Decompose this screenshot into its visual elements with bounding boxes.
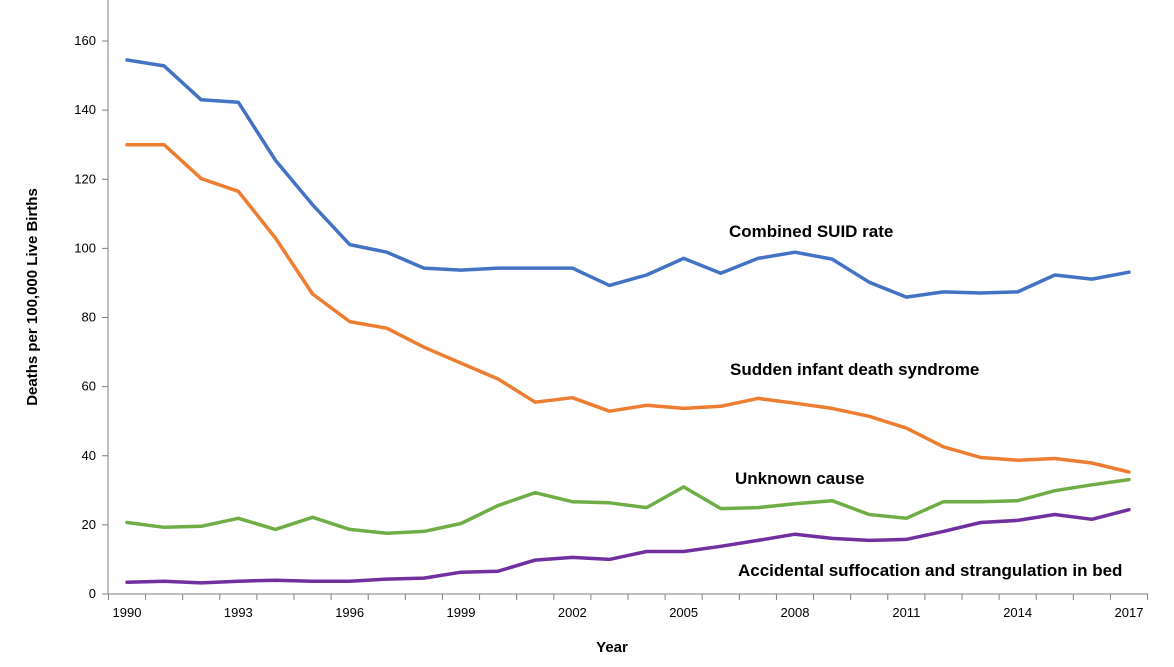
series-lines [125, 58, 1131, 585]
y-tick-label: 40 [82, 448, 96, 463]
y-tick-label: 80 [82, 310, 96, 325]
series-label-accidental-suffocation-and-strangulation-in-bed: Accidental suffocation and strangulation… [738, 561, 1122, 580]
x-tick-label: 2008 [781, 605, 810, 620]
x-tick-label: 2017 [1115, 605, 1144, 620]
x-tick-label: 1999 [447, 605, 476, 620]
y-tick-label: 0 [89, 586, 96, 601]
y-tick-label: 160 [74, 33, 96, 48]
x-tick-label: 1996 [335, 605, 364, 620]
y-ticks: 0 20 40 60 80 100 120 140 160 [74, 33, 108, 601]
y-tick-label: 60 [82, 379, 96, 394]
series-labels: Combined SUID rate Sudden infant death sy… [729, 222, 1122, 580]
y-tick-label: 100 [74, 240, 96, 255]
series-line-sudden-infant-death-syndrome [125, 142, 1131, 474]
y-axis-title: Deaths per 100,000 Live Births [24, 188, 41, 406]
series-label-sudden-infant-death-syndrome: Sudden infant death syndrome [730, 360, 979, 379]
series-line-combined-suid-rate [125, 58, 1131, 299]
series-label-unknown-cause: Unknown cause [735, 469, 864, 488]
series-line-accidental-suffocation-and-strangulation-in-bed [125, 507, 1131, 585]
x-tick-label: 2014 [1003, 605, 1032, 620]
x-tick-label: 1990 [113, 605, 142, 620]
y-tick-label: 120 [74, 171, 96, 186]
x-tick-label: 2005 [669, 605, 698, 620]
y-tick-label: 20 [82, 517, 96, 532]
x-tick-label: 2011 [892, 605, 920, 620]
x-tick-label: 2002 [558, 605, 587, 620]
x-tick-label: 1993 [224, 605, 253, 620]
y-tick-label: 140 [74, 102, 96, 117]
series-label-combined-suid-rate: Combined SUID rate [729, 222, 893, 241]
series-line-unknown-cause [125, 477, 1131, 535]
x-ticks: 1990 1993 1996 1999 2002 2005 2008 2011 2014 2017 [107, 594, 1149, 620]
x-axis-title: Year [596, 639, 628, 656]
